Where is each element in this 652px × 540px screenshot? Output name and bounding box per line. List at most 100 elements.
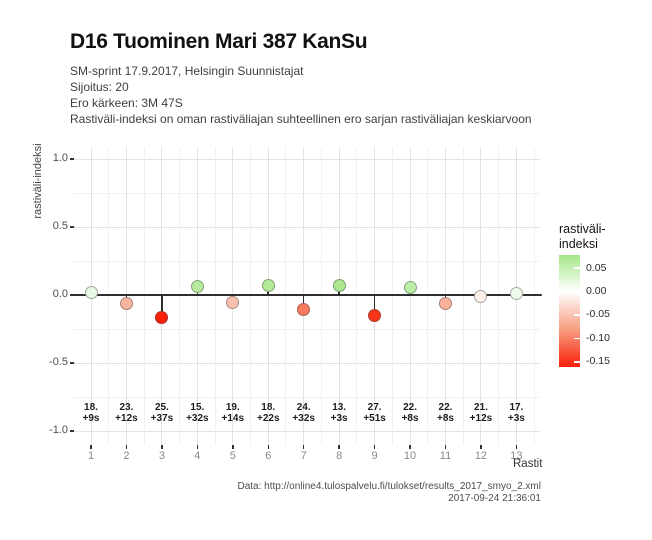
page-title: D16 Tuominen Mari 387 KanSu (70, 30, 368, 53)
subtitle-gap-to-leader: Ero kärkeen: 3M 47S (70, 96, 183, 110)
colorbar-tick-mark (574, 337, 580, 340)
data-point (439, 297, 452, 311)
control-place: 22. (403, 402, 417, 413)
x-tick-mark (480, 445, 482, 449)
x-tick-mark (125, 445, 128, 449)
control-place: 25. (154, 402, 169, 413)
colorbar-tick-mark (574, 290, 580, 293)
control-place: 18. (261, 402, 276, 413)
h-gridline (74, 260, 540, 262)
control-time-diff: +51s (363, 412, 386, 424)
control-time-diff: +32s (186, 412, 209, 424)
control-split-label: 24. +32s (282, 402, 326, 424)
x-tick-mark (373, 445, 376, 449)
x-tick-mark (338, 445, 340, 449)
data-point-stem (161, 295, 163, 318)
x-tick-label: 6 (265, 450, 272, 462)
y-tick-label: 0.0 (52, 288, 68, 300)
control-time-diff: +37s (150, 412, 174, 424)
control-place: 24. (296, 402, 311, 413)
colorbar-tick-mark (574, 361, 580, 363)
x-tick-mark (515, 445, 518, 449)
x-tick-label: 12 (474, 450, 488, 462)
y-tick-mark (70, 158, 74, 160)
control-place: 22. (438, 402, 453, 413)
x-tick-label: 3 (158, 450, 165, 462)
subtitle-index-explanation: Rastiväli-indeksi on oman rastiväliajan … (70, 112, 532, 126)
x-tick-label: 10 (403, 450, 417, 462)
control-place: 15. (190, 402, 205, 413)
y-tick-mark (70, 294, 74, 296)
colorbar-tick-label: 0.00 (586, 285, 607, 298)
control-split-label: 17. +3s (494, 402, 538, 424)
control-place: 21. (473, 402, 488, 413)
x-tick-label: 9 (371, 450, 378, 462)
control-split-label: 23. +12s (104, 402, 148, 424)
x-tick-label: 5 (229, 450, 236, 462)
colorbar-gradient (559, 255, 580, 367)
x-tick-mark (232, 445, 234, 449)
control-split-label: 21. +12s (459, 402, 503, 424)
h-gridline (74, 396, 540, 398)
colorbar-tick-label: -0.15 (586, 355, 610, 368)
x-tick-label: 13 (510, 450, 523, 462)
x-tick-mark (409, 445, 411, 449)
h-gridline (74, 362, 540, 364)
data-point (84, 286, 98, 300)
control-time-diff: +32s (292, 412, 315, 424)
colorbar-legend-title: rastiväli- indeksi (559, 222, 606, 251)
y-tick-label: -0.5 (49, 356, 68, 368)
control-time-diff: +14s (221, 412, 245, 424)
control-split-label: 18. +9s (69, 402, 113, 424)
control-time-diff: +3s (330, 412, 348, 424)
y-tick-label: 1.0 (52, 152, 68, 164)
data-point (474, 290, 488, 304)
subtitle-block: SM-sprint 17.9.2017, Helsingin Suunnista… (70, 63, 532, 127)
colorbar-tick-label: 0.05 (586, 261, 607, 274)
control-split-label: 19. +14s (211, 402, 255, 424)
h-gridline (74, 158, 540, 160)
x-tick-label: 11 (439, 450, 452, 462)
colorbar-tick-label: -0.05 (586, 308, 610, 321)
control-split-label: 27. +51s (353, 402, 397, 424)
h-gridline (74, 226, 540, 228)
x-tick-mark (302, 445, 305, 449)
data-point (368, 308, 382, 322)
data-point-stem (373, 295, 376, 316)
control-place: 23. (119, 402, 134, 413)
data-point (261, 279, 275, 293)
x-tick-mark (444, 445, 447, 449)
control-time-diff: +8s (437, 412, 454, 424)
footer-data-source: Data: http://online4.tulospalvelu.fi/tul… (237, 481, 541, 492)
control-split-label: 18. +22s (246, 402, 290, 424)
data-point (509, 286, 523, 300)
control-split-label: 22. +8s (424, 402, 468, 424)
colorbar-tick-label: -0.10 (586, 331, 610, 344)
control-split-label: 15. +32s (175, 402, 219, 424)
control-split-label: 13. +3s (317, 402, 361, 424)
data-point (155, 310, 169, 324)
x-tick-label: 4 (194, 450, 201, 462)
x-tick-mark (161, 445, 163, 449)
control-place: 17. (509, 402, 524, 413)
data-point (297, 302, 311, 316)
subtitle-event: SM-sprint 17.9.2017, Helsingin Suunnista… (70, 64, 304, 78)
h-gridline (74, 430, 540, 432)
x-axis-title: Rastit (513, 458, 543, 470)
footer: Data: http://online4.tulospalvelu.fi/tul… (0, 481, 541, 506)
plot-panel: 18. +9s 23. +12s 25. +37s 15. +32s 19. +14s 18. +22… (72, 147, 542, 462)
control-time-diff: +8s (401, 412, 419, 424)
h-gridline (74, 192, 540, 194)
y-tick-label: 0.5 (52, 220, 68, 232)
control-split-label: 25. +37s (140, 402, 184, 424)
control-place: 19. (225, 402, 240, 413)
control-time-diff: +3s (507, 412, 525, 424)
x-tick-label: 2 (123, 450, 130, 462)
y-tick-mark (70, 430, 74, 432)
colorbar-tick-mark (574, 267, 580, 269)
zero-baseline (72, 293, 542, 297)
colorbar-tick-mark (574, 314, 580, 316)
x-tick-mark (196, 445, 199, 449)
h-gridline (74, 328, 540, 330)
control-time-diff: +12s (115, 412, 138, 424)
